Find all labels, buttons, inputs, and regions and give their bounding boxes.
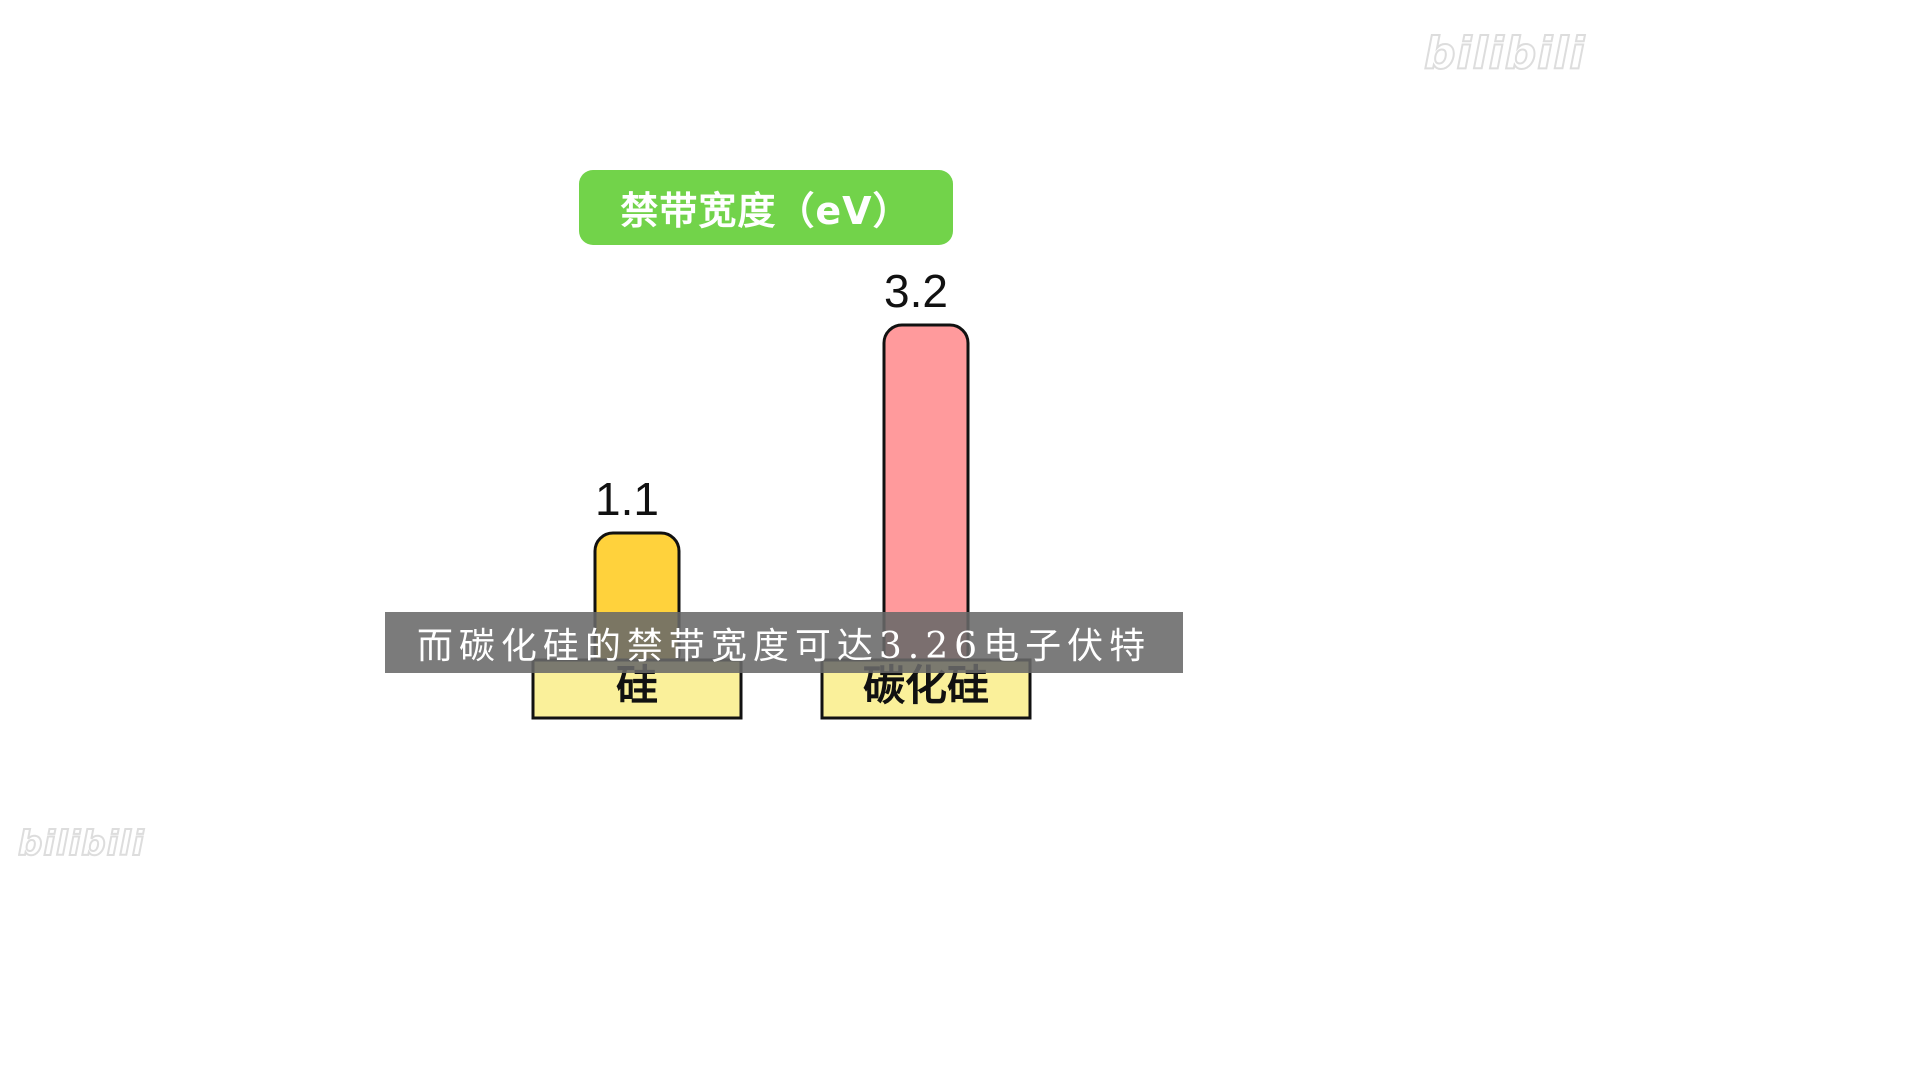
chart-title: 禁带宽度（eV） bbox=[579, 170, 953, 245]
chart-title-text: 禁带宽度（eV） bbox=[620, 189, 912, 233]
subtitle-caption: 而碳化硅的禁带宽度可达3.26电子伏特 bbox=[385, 612, 1183, 673]
subtitle-text: 而碳化硅的禁带宽度可达3.26电子伏特 bbox=[416, 625, 1152, 667]
value-label-1: 1.1 bbox=[595, 473, 659, 525]
bilibili-watermark-bottom: bilibili bbox=[17, 823, 145, 865]
bilibili-watermark-top: bilibili bbox=[1423, 27, 1586, 80]
value-label-2: 3.2 bbox=[884, 265, 948, 317]
video-frame: 禁带宽度（eV） 1.1 硅 3.2 碳化硅 而碳化硅的禁带宽度可达3.26电子伏特 … bbox=[17, 27, 1585, 865]
